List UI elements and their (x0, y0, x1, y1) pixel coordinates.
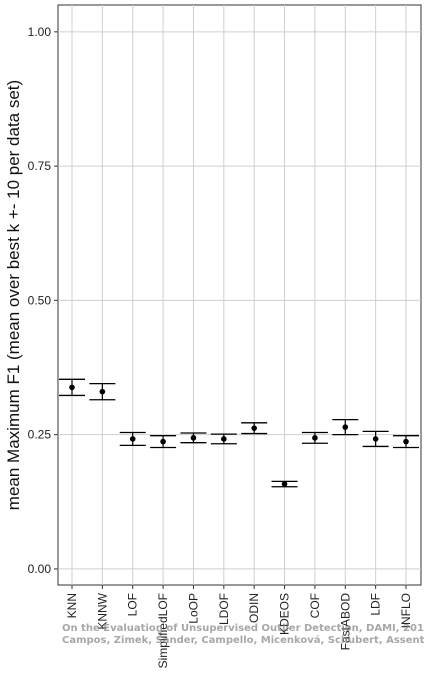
errorbar-COF (301, 431, 328, 444)
errorbar-KNN (59, 378, 85, 397)
x-tick-label: KNNW (95, 592, 109, 629)
x-tick-label: LDF (369, 593, 383, 616)
grid (58, 5, 421, 585)
x-tick-label: SimplifiedLOF (156, 593, 170, 668)
errorbar-KDEOS (271, 480, 298, 488)
errorbar-FastABOD (332, 418, 359, 436)
x-axis: KNN KNNW LOF SimplifiedLOF LoOP LDOF ODIN KDEOS… (65, 585, 413, 668)
mean-point (403, 438, 409, 445)
mean-point (372, 436, 379, 442)
y-axis: 0.00 0.25 0.50 0.75 1.00 (28, 25, 58, 576)
y-tick-label: 0.25 (28, 428, 52, 442)
plot-panel (57, 4, 422, 586)
errorbar-LDF (362, 430, 389, 448)
y-tick-label: 0.75 (28, 159, 52, 173)
x-tick-label: LoOP (186, 593, 200, 624)
x-tick-label: ODIN (247, 593, 261, 623)
mean-point (221, 436, 227, 442)
x-tick-label: LDOF (217, 593, 231, 625)
x-tick-label: KDEOS (278, 593, 292, 635)
mean-point (99, 388, 106, 395)
watermark-line-1: On the Evaluation of Unsupervised Outlie… (62, 623, 424, 634)
x-tick-label: FastABOD (338, 593, 352, 651)
mean-point (342, 424, 349, 430)
mean-point (160, 438, 166, 445)
errorbar-LOF (119, 431, 146, 447)
errorbar-KNNW (89, 382, 116, 401)
errorbar-SimplifiedLOF (150, 435, 177, 449)
mean-point (251, 425, 257, 431)
errorbar-ODIN (241, 422, 268, 435)
mean-point (69, 384, 75, 391)
errorbar-LDOF (210, 433, 237, 445)
x-tick-label: KNN (65, 593, 79, 618)
mean-point (190, 435, 197, 441)
error-bars (59, 378, 419, 488)
y-axis-title: mean Maximum F1 (mean over best k +- 10 … (4, 80, 23, 510)
x-tick-label: COF (308, 593, 322, 618)
mean-point (312, 435, 318, 441)
watermark-line-2: Campos, Zimek, Sander, Campello, Micenko… (62, 634, 424, 646)
x-tick-label: INFLO (399, 593, 413, 628)
y-tick-label: 1.00 (28, 25, 52, 39)
mean-point (129, 436, 136, 442)
mean-point (281, 481, 288, 487)
x-tick-label: LOF (126, 593, 140, 616)
y-tick-label: 0.50 (28, 293, 52, 307)
errorbar-INFLO (393, 435, 419, 449)
errorbar-LoOP (180, 432, 207, 444)
y-tick-label: 0.00 (28, 562, 52, 576)
